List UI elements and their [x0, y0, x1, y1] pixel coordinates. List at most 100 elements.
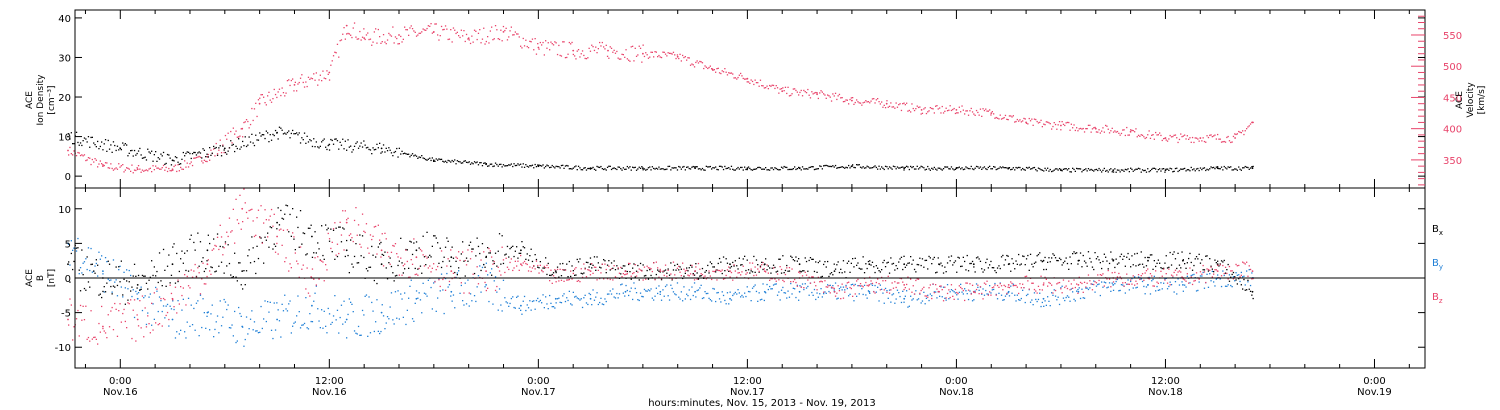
- density-series-point: [296, 132, 298, 134]
- bz-series-point: [614, 276, 617, 278]
- bx-series-point: [622, 265, 624, 267]
- density-series-point: [892, 165, 895, 167]
- density-series-point: [162, 151, 165, 154]
- bz-series-point: [1223, 272, 1225, 275]
- density-series-point: [896, 166, 899, 168]
- velocity-series-point: [87, 157, 90, 159]
- by-series-point: [521, 313, 523, 315]
- by-series-point: [353, 330, 356, 332]
- bx-series-point: [1151, 254, 1153, 256]
- bx-series-point: [124, 303, 126, 305]
- bx-series-point: [323, 258, 325, 260]
- by-series-data-point: [206, 311, 209, 314]
- density-series-point: [1081, 171, 1083, 173]
- by-series-point: [286, 310, 289, 312]
- bz-series-point: [207, 259, 209, 261]
- bx-series-point: [786, 264, 788, 267]
- by-series-point: [75, 250, 78, 252]
- bx-series-point: [908, 262, 910, 264]
- bz-series-point: [231, 230, 233, 232]
- velocity-series-point: [513, 34, 515, 36]
- density-series-point: [293, 133, 295, 135]
- by-series-point: [700, 284, 702, 286]
- velocity-series-point: [715, 71, 717, 73]
- by-series-point: [898, 292, 900, 294]
- bx-series-point: [725, 258, 727, 260]
- bz-series-point: [1000, 285, 1003, 287]
- by-series-point: [720, 301, 722, 303]
- velocity-series-point: [886, 100, 888, 102]
- bz-series-point: [846, 282, 848, 284]
- velocity-series-point: [284, 95, 286, 97]
- density-series-point: [1202, 167, 1204, 169]
- bx-series-point: [1039, 252, 1041, 254]
- velocity-series-data-point: [432, 31, 435, 33]
- by-series-point: [787, 290, 789, 292]
- by-series-point: [191, 324, 194, 326]
- density-series-point: [637, 168, 639, 170]
- bz-series-point: [431, 267, 433, 269]
- bz-series-point: [72, 339, 74, 341]
- bz-series-point: [498, 270, 501, 272]
- density-series-point: [1011, 168, 1013, 170]
- density-series-point: [269, 134, 271, 136]
- bx-series-point: [1094, 252, 1096, 254]
- by-series-point: [574, 296, 576, 298]
- density-series-point: [579, 167, 581, 169]
- bz-series-point: [1035, 290, 1037, 292]
- density-series-point: [375, 148, 377, 151]
- density-series-point: [608, 165, 610, 167]
- bx-series-point: [958, 257, 960, 259]
- x-tick-date-label: Nov.16: [312, 387, 347, 398]
- bz-series-point: [281, 244, 283, 246]
- by-series-point: [1002, 299, 1004, 301]
- bx-series-point: [978, 258, 980, 260]
- velocity-series-point: [1099, 132, 1101, 134]
- velocity-series-point: [382, 34, 385, 36]
- density-series-point: [633, 167, 635, 169]
- velocity-series-point: [1152, 134, 1154, 136]
- bz-series-point: [1048, 281, 1050, 284]
- velocity-series-point: [953, 107, 955, 110]
- density-series-point: [1022, 167, 1024, 170]
- by-series-point: [433, 282, 435, 284]
- bx-series-point: [983, 269, 986, 271]
- bx-series-point: [321, 225, 323, 227]
- density-series-point: [1068, 168, 1070, 170]
- bx-series-point: [883, 259, 885, 262]
- density-series-point: [447, 159, 449, 162]
- bz-series-point: [162, 297, 165, 300]
- velocity-series-point: [1122, 129, 1124, 131]
- velocity-series-point: [1069, 129, 1071, 131]
- density-series-point: [1169, 167, 1171, 169]
- density-series-point: [670, 169, 672, 171]
- velocity-series-point: [720, 72, 722, 75]
- by-series-point: [746, 286, 748, 288]
- density-series-point: [1160, 170, 1162, 172]
- by-series-point: [270, 329, 273, 331]
- density-series-point: [1252, 165, 1254, 168]
- velocity-series-point: [705, 66, 707, 68]
- velocity-series-point: [195, 156, 198, 159]
- density-series-point: [1152, 167, 1154, 169]
- density-series-point: [869, 167, 871, 169]
- bz-series-point: [500, 274, 502, 276]
- by-series-point: [517, 295, 519, 297]
- bz-series-point: [695, 266, 697, 268]
- by-series-point: [622, 292, 624, 294]
- by-series-point: [939, 295, 941, 297]
- velocity-series-point: [1105, 124, 1107, 127]
- density-series-point: [1054, 168, 1057, 170]
- bx-series-point: [446, 237, 448, 239]
- bz-series-point: [332, 228, 335, 230]
- bx-series-point: [83, 287, 86, 290]
- density-series-point: [282, 133, 285, 135]
- velocity-series-point: [144, 169, 146, 172]
- bx-series-point: [168, 254, 170, 256]
- by-series-point: [759, 299, 762, 301]
- bx-series-data-point: [903, 263, 906, 266]
- bx-series-point: [101, 296, 103, 299]
- by-series-point: [506, 302, 509, 304]
- bx-series-point: [1018, 253, 1020, 256]
- density-series-point: [679, 166, 681, 168]
